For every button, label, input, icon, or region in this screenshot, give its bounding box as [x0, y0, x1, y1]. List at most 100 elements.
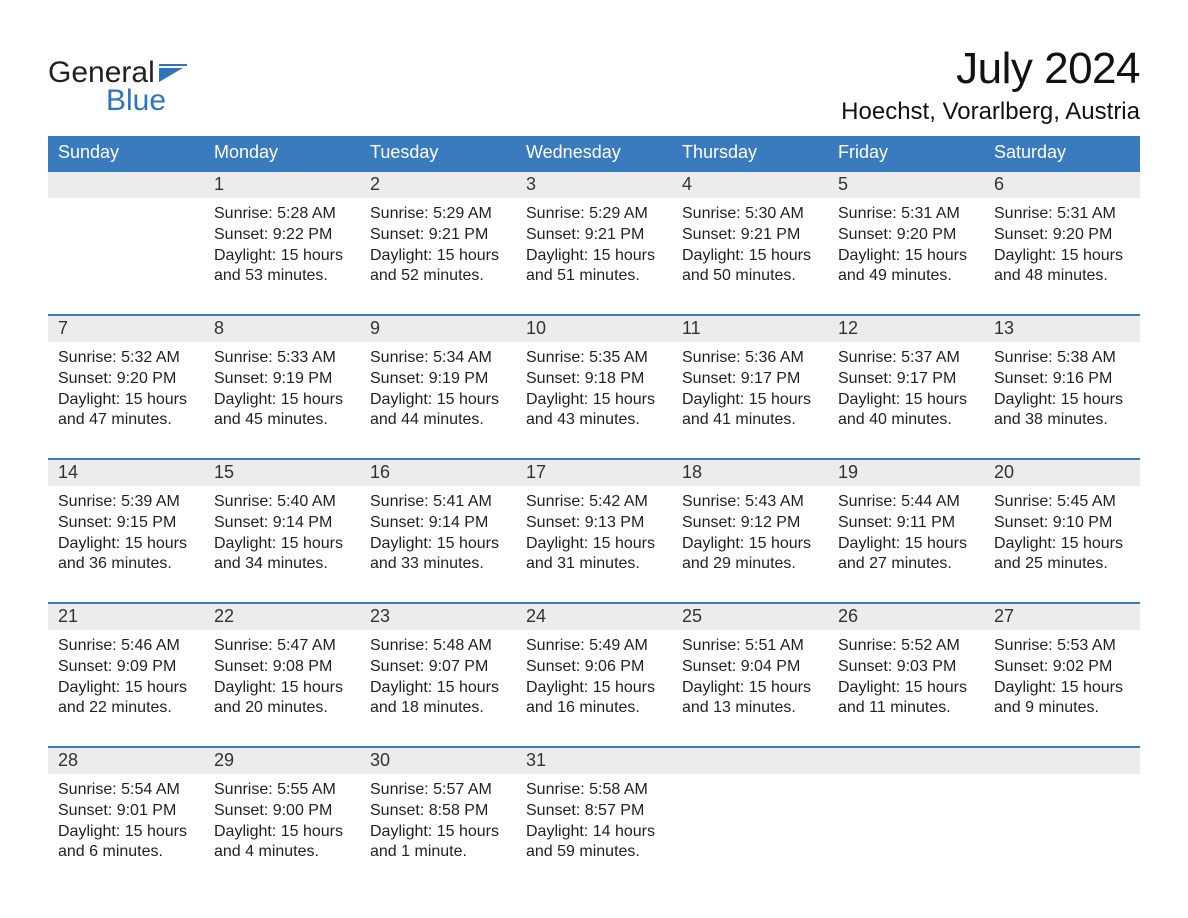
week-row: 14151617181920 Sunrise: 5:39 AM Sunset: 9:…	[48, 458, 1140, 578]
daylight-line: Daylight: 15 hours and 43 minutes.	[526, 390, 662, 432]
sunset-line: Sunset: 9:20 PM	[58, 369, 194, 390]
day-cell: Sunrise: 5:47 AMSunset: 9:08 PMDaylight:…	[204, 630, 360, 722]
day-number: 17	[516, 460, 672, 486]
sunrise-line: Sunrise: 5:43 AM	[682, 492, 818, 513]
daylight-line: Daylight: 15 hours and 40 minutes.	[838, 390, 974, 432]
empty-cell	[984, 774, 1140, 866]
sunrise-line: Sunrise: 5:54 AM	[58, 780, 194, 801]
sunset-line: Sunset: 9:02 PM	[994, 657, 1130, 678]
day-number: 29	[204, 748, 360, 774]
logo: General Blue	[48, 56, 191, 118]
daylight-line: Daylight: 15 hours and 9 minutes.	[994, 678, 1130, 720]
sunset-line: Sunset: 9:12 PM	[682, 513, 818, 534]
day-cell: Sunrise: 5:36 AMSunset: 9:17 PMDaylight:…	[672, 342, 828, 434]
month-title: July 2024	[841, 44, 1140, 94]
sunset-line: Sunset: 9:00 PM	[214, 801, 350, 822]
sunrise-line: Sunrise: 5:31 AM	[838, 204, 974, 225]
sunset-line: Sunset: 9:18 PM	[526, 369, 662, 390]
sunset-line: Sunset: 9:21 PM	[526, 225, 662, 246]
sunrise-line: Sunrise: 5:41 AM	[370, 492, 506, 513]
daylight-line: Daylight: 15 hours and 38 minutes.	[994, 390, 1130, 432]
day-number: 16	[360, 460, 516, 486]
sunset-line: Sunset: 9:03 PM	[838, 657, 974, 678]
flag-icon	[159, 62, 191, 82]
day-number	[48, 172, 204, 198]
day-number: 9	[360, 316, 516, 342]
empty-cell	[48, 198, 204, 290]
sunset-line: Sunset: 9:14 PM	[214, 513, 350, 534]
week-row: 21222324252627Sunrise: 5:46 AMSunset: 9:…	[48, 602, 1140, 722]
day-number: 7	[48, 316, 204, 342]
sunset-line: Sunset: 9:22 PM	[214, 225, 350, 246]
sunset-line: Sunset: 9:19 PM	[370, 369, 506, 390]
day-cell: Sunrise: 5:34 AMSunset: 9:19 PMDaylight:…	[360, 342, 516, 434]
empty-cell	[828, 774, 984, 866]
day-number: 20	[984, 460, 1140, 486]
daynum-row: 28293031	[48, 748, 1140, 774]
day-number: 8	[204, 316, 360, 342]
sunrise-line: Sunrise: 5:49 AM	[526, 636, 662, 657]
day-number: 2	[360, 172, 516, 198]
sunrise-line: Sunrise: 5:57 AM	[370, 780, 506, 801]
sunrise-line: Sunrise: 5:29 AM	[370, 204, 506, 225]
daylight-line: Daylight: 15 hours and 36 minutes.	[58, 534, 194, 576]
daylight-line: Daylight: 15 hours and 27 minutes.	[838, 534, 974, 576]
day-header-monday: Monday	[204, 136, 360, 170]
day-cell: Sunrise: 5:46 AMSunset: 9:09 PMDaylight:…	[48, 630, 204, 722]
day-cell: Sunrise: 5:42 AMSunset: 9:13 PMDaylight:…	[516, 486, 672, 578]
sunset-line: Sunset: 9:19 PM	[214, 369, 350, 390]
daylight-line: Daylight: 15 hours and 25 minutes.	[994, 534, 1130, 576]
sunrise-line: Sunrise: 5:40 AM	[214, 492, 350, 513]
calendar: SundayMondayTuesdayWednesdayThursdayFrid…	[48, 136, 1140, 866]
daylight-line: Daylight: 15 hours and 4 minutes.	[214, 822, 350, 864]
day-number: 24	[516, 604, 672, 630]
sunrise-line: Sunrise: 5:58 AM	[526, 780, 662, 801]
sunset-line: Sunset: 9:01 PM	[58, 801, 194, 822]
day-number: 30	[360, 748, 516, 774]
day-number: 27	[984, 604, 1140, 630]
day-number	[672, 748, 828, 774]
daylight-line: Daylight: 15 hours and 48 minutes.	[994, 246, 1130, 288]
day-header-tuesday: Tuesday	[360, 136, 516, 170]
day-header-friday: Friday	[828, 136, 984, 170]
daylight-line: Daylight: 15 hours and 44 minutes.	[370, 390, 506, 432]
sunset-line: Sunset: 9:06 PM	[526, 657, 662, 678]
sunrise-line: Sunrise: 5:51 AM	[682, 636, 818, 657]
sunset-line: Sunset: 9:20 PM	[994, 225, 1130, 246]
daylight-line: Daylight: 15 hours and 1 minute.	[370, 822, 506, 864]
daylight-line: Daylight: 15 hours and 41 minutes.	[682, 390, 818, 432]
day-cell: Sunrise: 5:52 AMSunset: 9:03 PMDaylight:…	[828, 630, 984, 722]
day-header-saturday: Saturday	[984, 136, 1140, 170]
week-row: 28293031Sunrise: 5:54 AMSunset: 9:01 PMD…	[48, 746, 1140, 866]
sunrise-line: Sunrise: 5:53 AM	[994, 636, 1130, 657]
sunset-line: Sunset: 9:14 PM	[370, 513, 506, 534]
day-number	[984, 748, 1140, 774]
day-cell: Sunrise: 5:45 AMSunset: 9:10 PMDaylight:…	[984, 486, 1140, 578]
day-cell: Sunrise: 5:57 AMSunset: 8:58 PMDaylight:…	[360, 774, 516, 866]
daylight-line: Daylight: 15 hours and 49 minutes.	[838, 246, 974, 288]
empty-cell	[672, 774, 828, 866]
sunset-line: Sunset: 9:09 PM	[58, 657, 194, 678]
sunrise-line: Sunrise: 5:46 AM	[58, 636, 194, 657]
day-cell: Sunrise: 5:54 AMSunset: 9:01 PMDaylight:…	[48, 774, 204, 866]
daylight-line: Daylight: 15 hours and 6 minutes.	[58, 822, 194, 864]
location: Hoechst, Vorarlberg, Austria	[841, 98, 1140, 126]
sunset-line: Sunset: 9:11 PM	[838, 513, 974, 534]
sunrise-line: Sunrise: 5:30 AM	[682, 204, 818, 225]
day-number: 5	[828, 172, 984, 198]
sunrise-line: Sunrise: 5:48 AM	[370, 636, 506, 657]
daynum-row: 123456	[48, 172, 1140, 198]
sunrise-line: Sunrise: 5:37 AM	[838, 348, 974, 369]
daynum-row: 14151617181920	[48, 460, 1140, 486]
day-cell: Sunrise: 5:31 AMSunset: 9:20 PMDaylight:…	[828, 198, 984, 290]
sunrise-line: Sunrise: 5:28 AM	[214, 204, 350, 225]
sunrise-line: Sunrise: 5:38 AM	[994, 348, 1130, 369]
day-number: 21	[48, 604, 204, 630]
day-number: 15	[204, 460, 360, 486]
header: General Blue July 2024 Hoechst, Vorarlbe…	[48, 44, 1140, 126]
day-number: 22	[204, 604, 360, 630]
sunrise-line: Sunrise: 5:39 AM	[58, 492, 194, 513]
day-cell: Sunrise: 5:32 AMSunset: 9:20 PMDaylight:…	[48, 342, 204, 434]
sunrise-line: Sunrise: 5:35 AM	[526, 348, 662, 369]
day-cell: Sunrise: 5:55 AMSunset: 9:00 PMDaylight:…	[204, 774, 360, 866]
